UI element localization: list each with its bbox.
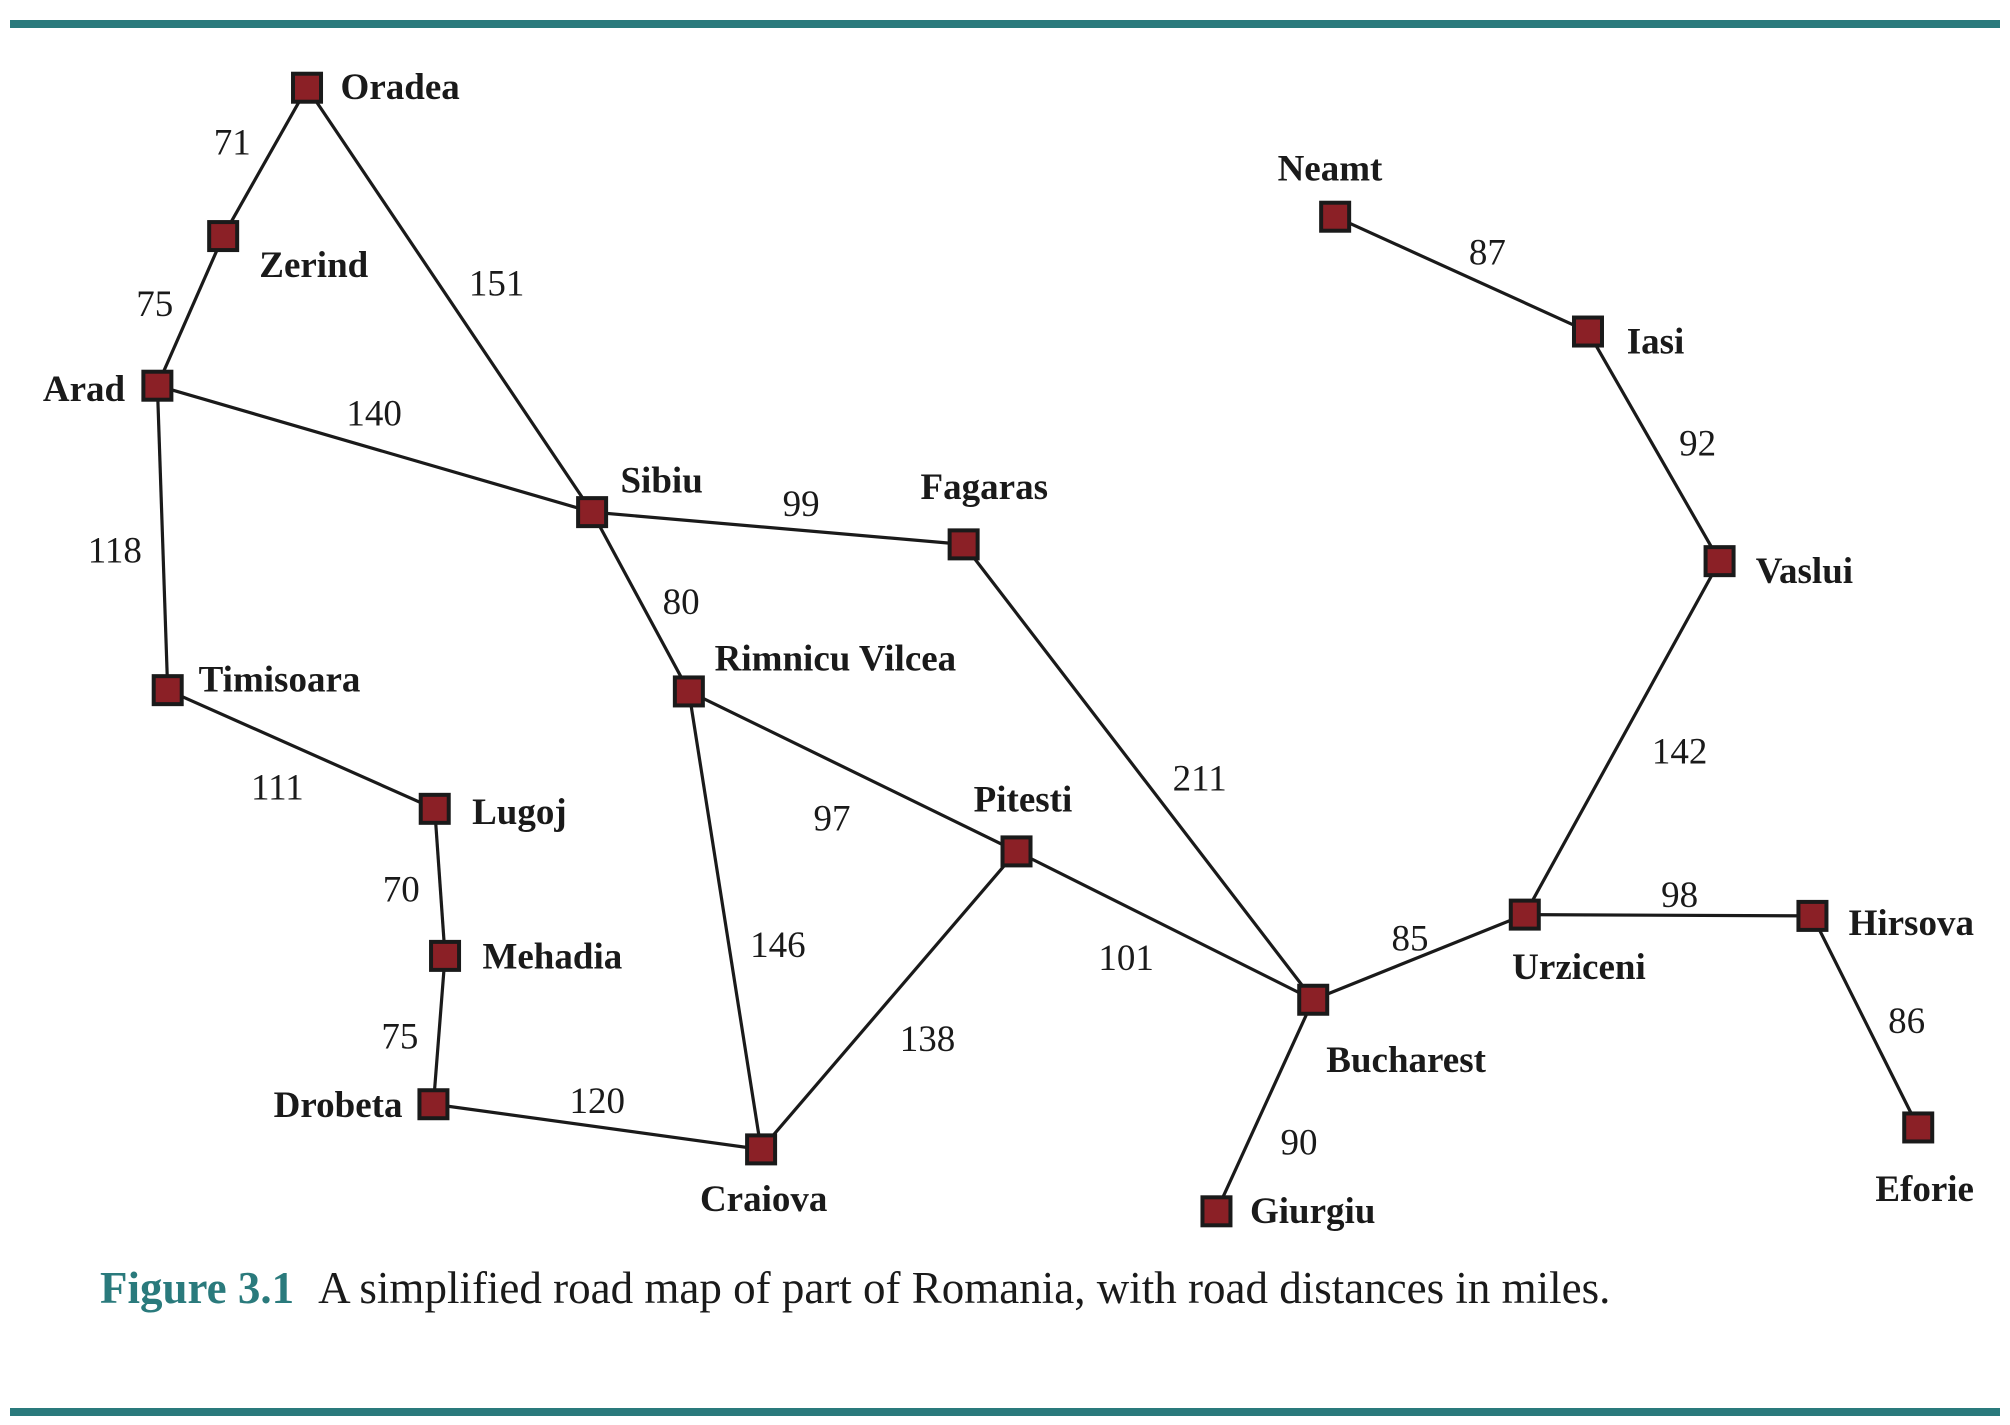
road-arad-timisoara: [155, 385, 170, 691]
city-label-hirsova: Hirsova: [1849, 903, 1974, 944]
distance-label-oradea-sibiu: 151: [469, 263, 525, 304]
road-lugoj-mehadia: [433, 808, 447, 957]
distance-label-vaslui-iasi: 92: [1679, 423, 1716, 464]
distance-label-bucharest-urziceni: 85: [1391, 919, 1428, 960]
top-rule: [10, 20, 2000, 28]
road-fagaras-bucharest: [962, 543, 1315, 1001]
city-node-neamt: [1319, 200, 1352, 233]
distance-label-bucharest-giurgiu: 90: [1281, 1122, 1318, 1163]
city-node-mehadia: [429, 939, 462, 972]
distance-label-drobeta-craiova: 120: [570, 1081, 626, 1122]
distance-label-sibiu-fagaras: 99: [783, 484, 820, 525]
road-bucharest-giurgiu: [1215, 999, 1315, 1212]
distance-label-oradea-zerind: 71: [214, 123, 251, 164]
distance-label-arad-timisoara: 118: [88, 530, 142, 571]
distance-label-arad-sibiu: 140: [346, 394, 402, 435]
distance-label-urziceni-vaslui: 142: [1652, 732, 1708, 773]
distance-label-craiova-pitesti: 138: [900, 1019, 956, 1060]
distance-label-lugoj-mehadia: 70: [383, 870, 420, 911]
city-node-zerind: [207, 220, 240, 253]
city-node-oradea: [291, 71, 324, 104]
road-pitesti-bucharest: [1015, 849, 1314, 1002]
city-label-craiova: Craiova: [700, 1179, 827, 1220]
city-label-sibiu: Sibiu: [620, 461, 702, 502]
city-label-oradea: Oradea: [341, 67, 460, 108]
city-node-vaslui: [1703, 545, 1736, 578]
road-sibiu-fagaras: [591, 510, 964, 546]
figure-caption: Figure 3.1 A simplified road map of part …: [100, 1262, 1610, 1314]
city-node-arad: [141, 369, 174, 402]
distance-label-timisoara-lugoj: 111: [251, 768, 304, 809]
city-label-pitesti: Pitesti: [974, 779, 1073, 820]
road-bucharest-urziceni: [1312, 913, 1526, 1002]
distance-label-sibiu-rimnicu-vilcea: 80: [663, 582, 700, 623]
city-node-urziceni: [1508, 898, 1541, 931]
city-label-iasi: Iasi: [1627, 321, 1685, 362]
city-label-neamt: Neamt: [1278, 148, 1383, 189]
city-node-craiova: [745, 1133, 778, 1166]
city-node-rimnicu-vilcea: [672, 675, 705, 708]
road-urziceni-hirsova: [1524, 913, 1813, 918]
city-node-eforie: [1902, 1111, 1935, 1144]
city-node-pitesti: [1000, 835, 1033, 868]
bottom-rule: [10, 1408, 2000, 1416]
road-urziceni-vaslui: [1523, 560, 1721, 916]
road-sibiu-rimnicu-vilcea: [590, 511, 691, 693]
city-nodes-layer: [141, 71, 1935, 1228]
city-label-urziceni: Urziceni: [1512, 947, 1646, 988]
road-oradea-sibiu: [305, 86, 594, 514]
city-label-fagaras: Fagaras: [921, 467, 1048, 508]
city-label-timisoara: Timisoara: [199, 659, 361, 700]
road-hirsova-eforie: [1811, 915, 1920, 1129]
city-label-rimnicu-vilcea: Rimnicu Vilcea: [715, 639, 957, 680]
road-vaslui-iasi: [1586, 330, 1721, 562]
distance-label-mehadia-drobeta: 75: [381, 1017, 418, 1058]
city-label-mehadia: Mehadia: [482, 937, 622, 978]
road-mehadia-drobeta: [431, 955, 447, 1105]
city-node-bucharest: [1297, 983, 1330, 1016]
road-craiova-pitesti: [759, 850, 1018, 1151]
city-node-hirsova: [1796, 899, 1829, 932]
city-label-drobeta: Drobeta: [274, 1085, 403, 1126]
distance-label-urziceni-hirsova: 98: [1661, 875, 1698, 916]
road-rimnicu-vilcea-pitesti: [688, 690, 1018, 853]
distance-label-hirsova-eforie: 86: [1888, 1001, 1925, 1042]
distance-label-rimnicu-vilcea-craiova: 146: [750, 925, 806, 966]
city-node-timisoara: [151, 674, 184, 707]
city-node-fagaras: [947, 528, 980, 561]
road-zerind-arad: [155, 235, 225, 387]
distance-label-iasi-neamt: 87: [1469, 232, 1506, 273]
city-label-eforie: Eforie: [1875, 1169, 1974, 1210]
city-label-vaslui: Vaslui: [1756, 551, 1853, 592]
city-node-sibiu: [576, 496, 609, 529]
road-map: 71 75 151 140 118 111 70 75 120 99 80 97 146 138 101 21…: [43, 67, 1974, 1232]
distance-labels-layer: 71 75 151 140 118 111 70 75 120 99 80 97 146 138 101 21…: [88, 123, 1925, 1164]
city-node-giurgiu: [1200, 1195, 1233, 1228]
city-label-bucharest: Bucharest: [1326, 1040, 1486, 1081]
city-node-iasi: [1571, 315, 1604, 348]
distance-label-rimnicu-vilcea-pitesti: 97: [814, 799, 851, 840]
distance-label-zerind-arad: 75: [136, 284, 173, 325]
city-labels-layer: Oradea Zerind Arad Timisoara Lugoj Mehadia Dro…: [43, 67, 1974, 1232]
road-drobeta-craiova: [433, 1102, 762, 1151]
city-label-giurgiu: Giurgiu: [1250, 1191, 1375, 1232]
city-node-drobeta: [417, 1088, 450, 1121]
distance-label-fagaras-bucharest: 211: [1173, 759, 1227, 800]
city-label-lugoj: Lugoj: [472, 792, 567, 833]
road-rimnicu-vilcea-craiova: [687, 691, 763, 1150]
figure-caption-text: A simplified road map of part of Romania…: [318, 1263, 1611, 1313]
road-timisoara-lugoj: [167, 688, 436, 811]
city-node-lugoj: [418, 792, 451, 825]
figure-number: Figure 3.1: [100, 1263, 295, 1313]
road-iasi-neamt: [1334, 215, 1589, 333]
distance-label-pitesti-bucharest: 101: [1098, 938, 1154, 979]
road-arad-sibiu: [156, 384, 593, 514]
roads-layer: [155, 86, 1920, 1212]
city-label-arad: Arad: [43, 369, 126, 410]
city-label-zerind: Zerind: [259, 245, 368, 286]
road-oradea-zerind: [221, 86, 309, 237]
